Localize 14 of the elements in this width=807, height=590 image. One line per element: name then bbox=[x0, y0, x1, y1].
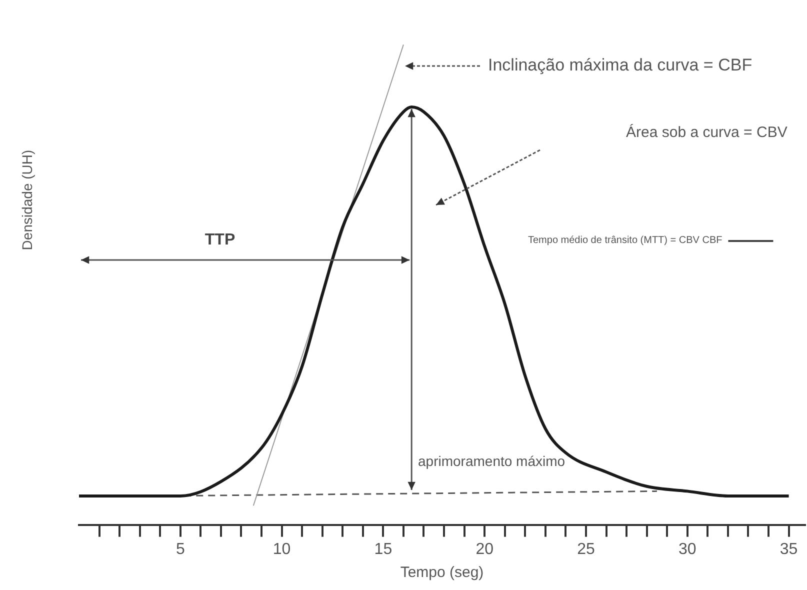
x-tick-label: 35 bbox=[780, 540, 798, 558]
annotation: aprimoramento máximo bbox=[418, 452, 566, 469]
annotation: Tempo médio de trânsito (MTT) = CBV CBF bbox=[528, 234, 722, 246]
x-tick-label: 15 bbox=[374, 540, 392, 558]
x-axis-title: Tempo (seg) bbox=[400, 564, 484, 582]
x-tick-label: 25 bbox=[577, 540, 595, 558]
x-tick-label: 20 bbox=[476, 540, 494, 558]
annotation: Inclinação máxima da curva = CBF bbox=[488, 56, 752, 75]
y-axis-title: Densidade (UH) bbox=[19, 150, 35, 250]
annotation: TTP bbox=[204, 231, 236, 248]
x-tick-label: 5 bbox=[176, 540, 185, 558]
x-tick-label: 10 bbox=[272, 540, 291, 558]
annotation: Área sob a curva = CBV bbox=[626, 123, 788, 142]
x-tick-label: 30 bbox=[678, 540, 696, 558]
